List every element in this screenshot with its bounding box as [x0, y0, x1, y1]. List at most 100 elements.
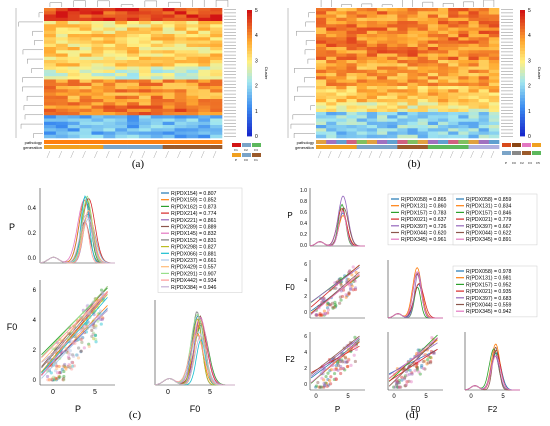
d-legend-pf0-entry: R(PDX044) = 0.620 — [401, 231, 447, 237]
d-scatter-f0f2-point — [417, 370, 421, 374]
heatmap-cell — [55, 50, 69, 54]
heatmap-cell — [468, 17, 479, 22]
heatmap-cell — [44, 47, 57, 51]
heatmap-cell — [407, 131, 418, 136]
heatmap-cell — [127, 47, 140, 51]
d-scatter-f0f2-point — [404, 382, 409, 386]
heatmap-cell — [150, 128, 163, 132]
heatmap-cell — [397, 128, 408, 132]
c-legend-entry: R(PDX154) = 0.807 — [171, 191, 217, 197]
heatmap-cell — [417, 79, 429, 84]
heatmap-cell — [150, 125, 163, 129]
heatmap-cell — [138, 131, 152, 136]
heatmap-cell — [366, 56, 378, 61]
c-legend-entry: R(PDX221) = 0.861 — [171, 218, 217, 224]
heatmap-cell — [79, 63, 92, 67]
heatmap-cell — [316, 17, 327, 22]
c-scatter-point — [90, 334, 94, 338]
heatmap-cell — [91, 21, 104, 25]
d-scatter-pf2-point — [332, 377, 336, 382]
c-scatter-point — [58, 356, 62, 360]
d-ytick-bot: 4 — [304, 350, 307, 356]
heatmap-cell — [103, 66, 116, 71]
heatmap-cell — [356, 24, 368, 28]
heatmap-cell — [336, 131, 347, 136]
heatmap-cell — [438, 79, 449, 84]
heatmap-cell — [458, 66, 469, 71]
heatmap-cell — [346, 108, 357, 113]
c-scatter-point — [93, 333, 98, 337]
heatmap-cell — [407, 102, 418, 106]
heatmap-cell — [55, 56, 69, 61]
heatmap-cell — [397, 47, 408, 51]
d-scatter-pf0-point — [347, 269, 352, 273]
pathology-cell — [377, 140, 388, 144]
heatmap-cell — [91, 115, 104, 119]
heatmap-cell — [478, 17, 490, 22]
col-dendrogram-branch — [361, 3, 373, 7]
heatmap-cell — [478, 128, 490, 132]
heatmap-cell — [186, 8, 199, 12]
heatmap-cell — [186, 37, 199, 41]
heatmap-cell — [387, 34, 398, 38]
heatmap-cell — [458, 8, 469, 12]
heatmap-cell — [478, 43, 490, 48]
heatmap-cell — [55, 89, 69, 93]
generation-cell — [91, 145, 104, 149]
colorbar-segment — [247, 98, 252, 102]
heatmap-cell — [316, 63, 327, 67]
heatmap-cell — [162, 115, 175, 119]
heatmap-cell — [67, 131, 80, 136]
heatmap-cell — [377, 131, 388, 136]
heatmap-cell — [387, 43, 398, 48]
c-scatter-point — [98, 309, 103, 313]
heatmap-cell — [397, 40, 408, 45]
heatmap-cell — [427, 121, 439, 126]
d-scatter-f0f2-point — [414, 364, 419, 369]
heatmap-cell — [397, 112, 408, 116]
d-scatter-pf2-point — [326, 371, 330, 375]
heatmap-cell — [448, 37, 459, 41]
colorbar-segment — [520, 98, 525, 102]
heatmap-cell — [79, 43, 92, 48]
c-scatter-point — [92, 325, 96, 330]
heatmap-cell — [186, 27, 199, 32]
c-xtick: 0 — [166, 389, 170, 396]
heatmap-cell — [198, 21, 211, 25]
heatmap-cell — [366, 53, 378, 58]
colorbar-segment — [520, 47, 525, 52]
heatmap-cell — [407, 30, 418, 35]
heatmap-cell — [356, 92, 368, 97]
heatmap-cell — [366, 125, 378, 129]
col-label-mark — [317, 150, 322, 159]
c-scatter-point — [96, 312, 100, 316]
d-xlabel-f0: F0 — [411, 405, 421, 414]
heatmap-cell — [115, 118, 128, 123]
heatmap-cell — [336, 66, 347, 71]
pathology-cell — [174, 140, 187, 144]
heatmap-cell — [55, 105, 69, 110]
c-scatter-point — [67, 356, 71, 361]
heatmap-cell — [67, 21, 80, 25]
heatmap-cell — [150, 8, 163, 12]
d-scatter-pf0-point — [350, 273, 354, 277]
heatmap-cell — [44, 60, 57, 64]
pathology-cell — [346, 140, 357, 144]
d-ytick-bot: 2 — [304, 366, 307, 372]
heatmap-cell — [316, 128, 327, 132]
heatmap-cell — [397, 30, 408, 35]
c-scatter-point — [98, 317, 103, 321]
heatmap-cell — [55, 8, 69, 12]
c-scatter-point — [52, 355, 56, 359]
heatmap-cell — [397, 92, 408, 97]
heatmap-cell — [198, 128, 211, 132]
heatmap-cell — [44, 66, 57, 71]
col-label-mark — [460, 150, 464, 159]
heatmap-cell — [478, 47, 490, 51]
heatmap-cell — [138, 50, 152, 54]
c-scatter-fit-line — [41, 297, 108, 374]
colorbar-segment — [247, 66, 252, 71]
heatmap-cell — [417, 21, 429, 25]
colorbar-segment — [247, 10, 252, 14]
heatmap-cell — [407, 53, 418, 58]
